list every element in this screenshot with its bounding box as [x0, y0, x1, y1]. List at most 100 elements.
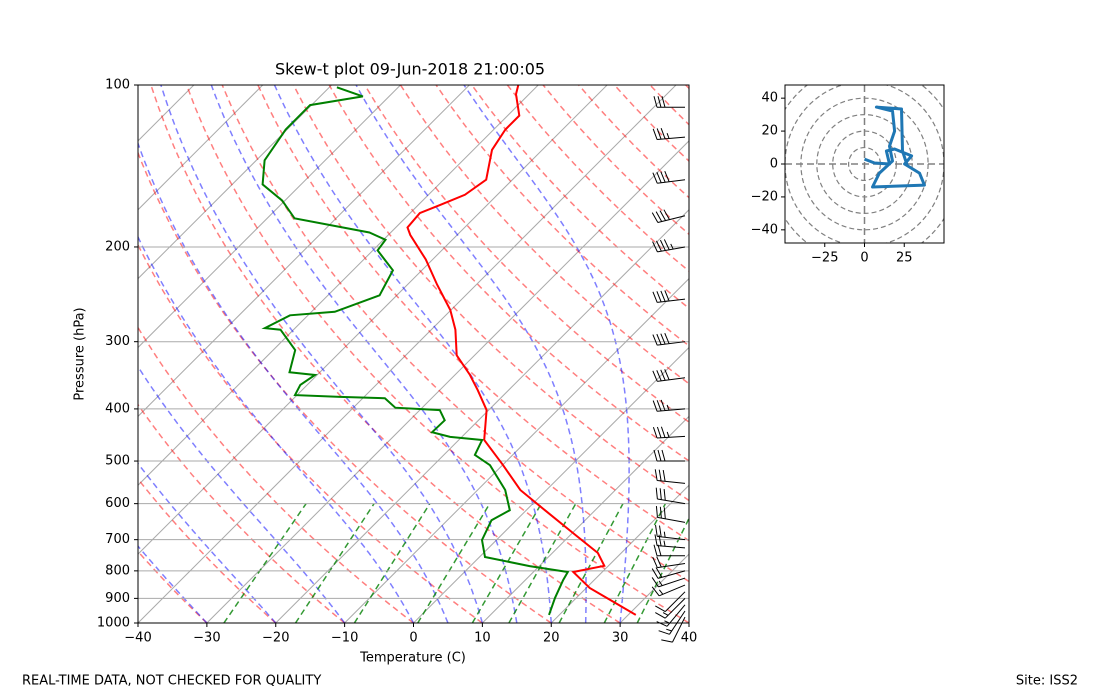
moist-adiabat [138, 462, 277, 623]
hodograph-trace [863, 105, 926, 189]
isotherm [138, 85, 608, 555]
dry-adiabat [138, 150, 552, 623]
x-tick-label: −25 [811, 251, 838, 266]
dry-adiabat [150, 85, 621, 623]
footer-left: REAL-TIME DATA, NOT CHECKED FOR QUALITY [22, 674, 321, 689]
mixing-ratio-line [508, 503, 577, 623]
isotherm [550, 484, 689, 623]
hodograph-rings [785, 85, 944, 243]
wind-barb [652, 127, 686, 141]
isotherm [344, 277, 689, 623]
dry-adiabat [138, 477, 277, 623]
isotherm [275, 209, 689, 623]
wind-barb [652, 556, 686, 569]
y-tick-label: 300 [105, 334, 130, 349]
mixing-ratio-line [417, 503, 491, 623]
moist-adiabat [355, 85, 587, 623]
wind-barb [652, 239, 686, 253]
isotherm [138, 85, 401, 349]
x-tick-label: 0 [860, 251, 868, 266]
moist-adiabat [273, 85, 553, 623]
wind-barb [655, 591, 686, 613]
y-tick-label: −40 [751, 222, 778, 237]
wind-barb [654, 534, 686, 549]
wind-barb [661, 616, 686, 643]
x-tick-label: −30 [193, 631, 220, 646]
y-tick-label: 500 [105, 454, 130, 469]
y-tick-label: 800 [105, 563, 130, 578]
isotherm [138, 85, 470, 418]
wind-barb [655, 598, 686, 619]
wind-barb [652, 170, 686, 184]
chart-title: Skew-t plot 09-Jun-2018 21:00:05 [275, 60, 545, 79]
dry-adiabat [138, 403, 346, 623]
isotherm [138, 85, 264, 211]
footer-right: Site: ISS2 [1016, 674, 1078, 689]
dry-adiabat [399, 85, 689, 385]
wind-barb [652, 290, 686, 303]
x-tick-label: −40 [124, 631, 151, 646]
isotherm [138, 85, 332, 280]
wind-barb [655, 506, 686, 523]
x-tick-label: 10 [474, 631, 491, 646]
dry-adiabat [257, 85, 689, 542]
y-tick-label: 0 [770, 157, 778, 172]
x-tick-label: 20 [543, 631, 560, 646]
dry-adiabat [471, 85, 689, 310]
y-tick-label: 700 [105, 532, 130, 547]
moist-adiabat [138, 365, 346, 623]
x-tick-label: 0 [409, 631, 417, 646]
mixing-ratio-line [294, 503, 375, 623]
x-tick-label: 25 [896, 251, 913, 266]
mixing-ratio-line [636, 516, 689, 623]
y-tick-label: 1000 [97, 616, 130, 631]
wind-barb [652, 399, 686, 412]
profile-line [261, 86, 570, 616]
wind-barb [651, 584, 686, 597]
dry-adiabat [185, 85, 689, 623]
wind-barb [651, 577, 686, 588]
dry-adiabat [292, 85, 689, 502]
wind-barbs [651, 96, 686, 643]
mixing-ratio-line [471, 503, 542, 623]
profile-line [406, 85, 637, 616]
x-tick-label: 30 [612, 631, 629, 646]
dry-adiabat [138, 326, 414, 623]
wind-barb [654, 469, 686, 484]
y-tick-label: 400 [105, 401, 130, 416]
dry-adiabat [328, 85, 689, 462]
profiles [261, 85, 637, 616]
wind-barb [655, 487, 686, 505]
y-tick-label: −20 [751, 189, 778, 204]
moist-adiabat [463, 85, 630, 623]
isotherm [138, 85, 539, 486]
reference-lines [138, 85, 689, 623]
isotherm [206, 140, 689, 623]
y-tick-label: 20 [761, 124, 778, 139]
moist-adiabat [138, 235, 415, 623]
wind-barb [651, 209, 686, 224]
dry-adiabat [138, 550, 208, 623]
y-tick-label: 100 [105, 78, 130, 93]
isotherm [413, 346, 689, 623]
mixing-ratio-line [558, 503, 624, 623]
wind-barb [651, 567, 686, 579]
wind-barb [652, 426, 686, 439]
y-tick-label: 40 [761, 91, 778, 106]
hodograph-line [863, 105, 926, 189]
x-tick-label: −10 [331, 631, 358, 646]
x-tick-label: 40 [681, 631, 698, 646]
wind-barb [653, 544, 685, 557]
dry-adiabat [221, 85, 689, 583]
x-tick-label: −20 [262, 631, 289, 646]
wind-barb [653, 449, 685, 462]
wind-barb [653, 96, 685, 108]
moist-adiabat [160, 85, 484, 623]
mixing-ratio-line [353, 503, 431, 623]
y-axis-label: Pressure (hPa) [73, 307, 88, 400]
y-tick-label: 600 [105, 496, 130, 511]
wind-barb [652, 332, 686, 346]
